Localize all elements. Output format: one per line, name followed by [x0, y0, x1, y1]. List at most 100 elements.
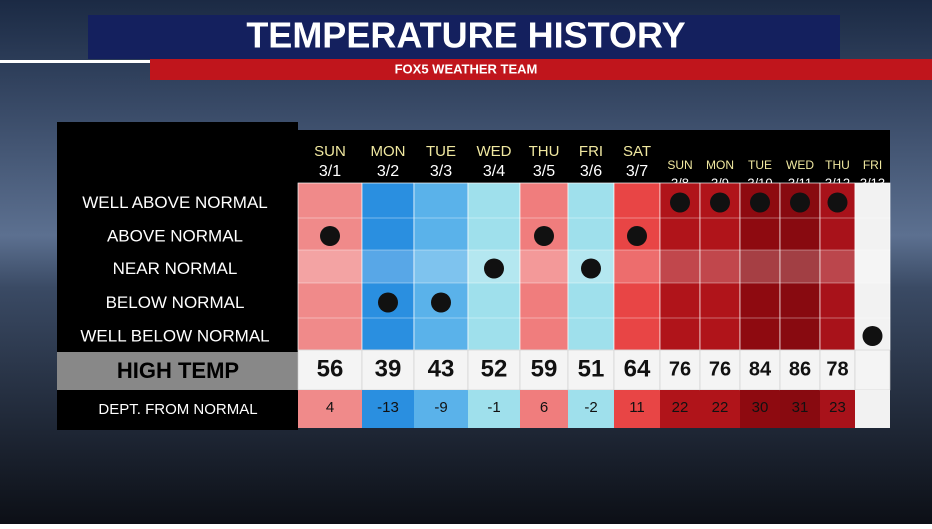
departure-cell: [660, 390, 700, 428]
level-dot: [827, 192, 848, 213]
high-value: 78: [826, 358, 848, 380]
high-cell: [699, 349, 741, 391]
day-name: THU: [529, 143, 560, 160]
high-cell: [659, 349, 701, 391]
row-band: [854, 217, 891, 251]
row-label: NEAR NORMAL: [113, 259, 238, 278]
departure-cell: [568, 390, 614, 428]
level-dot: [431, 292, 451, 313]
departure-cell: [298, 390, 362, 428]
day-date: 3/3: [430, 163, 452, 180]
high-value: 64: [624, 355, 651, 382]
row-label: ABOVE NORMAL: [107, 226, 243, 245]
day-name: FRI: [579, 143, 603, 160]
header-cell: [660, 130, 700, 183]
day-date: 3/7: [626, 163, 648, 180]
header-cell: [614, 130, 660, 183]
row-band: [361, 249, 415, 284]
header-cell: [468, 130, 520, 183]
departure-cell: [780, 390, 820, 428]
header-cell: [740, 130, 780, 183]
day-date: 3/6: [580, 163, 602, 180]
high-cell: [567, 349, 615, 391]
high-cell: [467, 349, 521, 391]
header-cell: [414, 130, 468, 183]
high-value: 59: [531, 355, 558, 382]
high-cell: [739, 349, 781, 391]
level-dot: [670, 192, 690, 213]
row-label: WELL BELOW NORMAL: [80, 326, 269, 345]
row-band: [519, 249, 569, 284]
day-column: [854, 182, 891, 351]
high-label: HIGH TEMP: [117, 358, 239, 383]
high-value: 76: [669, 358, 691, 380]
day-column: [413, 182, 469, 351]
level-dot: [750, 192, 770, 213]
row-band: [613, 249, 661, 284]
day-date: 3/4: [483, 163, 505, 180]
header-cell: [568, 130, 614, 183]
subtitle: FOX5 WEATHER TEAM: [395, 61, 538, 76]
departure-cell: [740, 390, 780, 428]
header-cell: [820, 130, 855, 183]
row-band: [779, 249, 821, 284]
day-column: [297, 182, 363, 351]
row-band: [819, 249, 856, 284]
departure-value: 6: [540, 399, 548, 416]
level-dot: [790, 192, 810, 213]
day-name: SUN: [667, 158, 692, 172]
departure-cell: [520, 390, 568, 428]
level-dot: [627, 226, 647, 246]
day-name: THU: [825, 158, 850, 172]
high-value: 39: [375, 355, 402, 382]
day-name: TUE: [748, 158, 772, 172]
departure-value: 31: [792, 399, 809, 416]
departure-cell: [855, 390, 890, 428]
day-column: [361, 182, 415, 351]
high-value: 84: [749, 358, 772, 380]
high-cell: [361, 349, 415, 391]
day-date: 3/1: [319, 163, 341, 180]
departure-cell: [700, 390, 740, 428]
subtitle-banner: [150, 59, 932, 80]
row-label: WELL ABOVE NORMAL: [82, 193, 267, 212]
day-name: WED: [786, 158, 814, 172]
departure-cell: [414, 390, 468, 428]
day-date: 3/5: [533, 163, 555, 180]
row-band: [297, 249, 363, 284]
high-value: 76: [709, 358, 731, 380]
day-name: MON: [371, 143, 406, 160]
row-band: [739, 249, 781, 284]
level-dot: [320, 226, 340, 246]
departure-cell: [614, 390, 660, 428]
day-date: 3/2: [377, 163, 399, 180]
departure-value: -1: [487, 399, 500, 416]
header-cell: [855, 130, 890, 183]
high-value: 43: [428, 355, 455, 382]
level-dot: [378, 292, 398, 313]
row-band: [413, 249, 469, 284]
high-value: 86: [789, 358, 811, 380]
departure-value: 22: [712, 399, 729, 416]
rule: [0, 60, 150, 63]
departure-value: 22: [672, 399, 689, 416]
title-banner: [88, 15, 840, 59]
high-value: 51: [578, 355, 605, 382]
header-cell: [298, 130, 362, 183]
departure-label: DEPT. FROM NORMAL: [98, 401, 257, 418]
row-band: [854, 182, 891, 219]
departure-value: -9: [434, 399, 447, 416]
level-dot: [534, 226, 554, 246]
departure-value: 23: [829, 399, 846, 416]
high-cell: [854, 349, 891, 391]
day-name: MON: [706, 158, 734, 172]
departure-value: 30: [752, 399, 769, 416]
high-cell: [613, 349, 661, 391]
row-label: BELOW NORMAL: [106, 293, 245, 312]
day-name: SUN: [314, 143, 346, 160]
day-name: SAT: [623, 143, 651, 160]
departure-cell: [820, 390, 855, 428]
day-name: FRI: [863, 158, 882, 172]
departure-cell: [468, 390, 520, 428]
